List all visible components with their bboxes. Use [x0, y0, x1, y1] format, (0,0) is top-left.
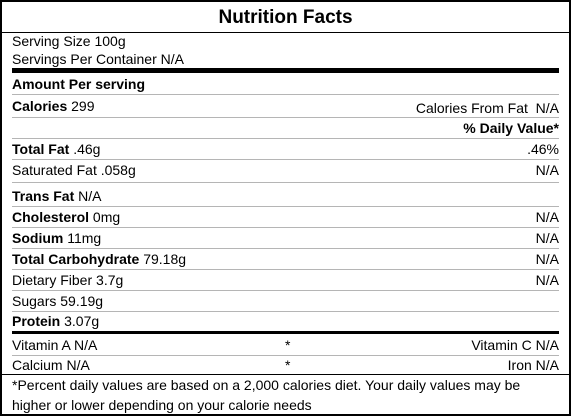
row-divider — [12, 117, 559, 118]
nutrient-amount: 0mg — [92, 209, 121, 225]
nutrient-amount: 3.7g — [96, 272, 124, 288]
nutrient-amount: .058g — [100, 162, 136, 178]
row-divider — [12, 138, 559, 139]
nutrient-row: Cholesterol 0mg N/A — [12, 208, 559, 226]
nutrient-dv: N/A — [535, 272, 559, 288]
thick-divider — [12, 68, 559, 73]
calories-from-fat: Calories From Fat N/A — [416, 99, 559, 117]
row-divider — [12, 269, 559, 270]
nutrient-row: Sodium 11mg N/A — [12, 229, 559, 247]
nutrient-amount: 79.18g — [143, 251, 187, 267]
vitamin-row: Calcium N/A * Iron N/A — [12, 356, 559, 374]
nutrient-amount: 59.19g — [60, 293, 104, 309]
vitamin-right: Vitamin C N/A — [471, 337, 559, 353]
nutrient-name: Total Carbohydrate — [12, 251, 144, 267]
row-divider — [12, 182, 559, 183]
row-divider — [12, 94, 559, 95]
serving-size: Serving Size 100g — [12, 33, 126, 49]
nutrient-row: Dietary Fiber 3.7g N/A — [12, 271, 559, 289]
row-divider — [12, 248, 559, 249]
vitamin-left: Calcium N/A — [12, 357, 90, 373]
nutrient-name: Dietary Fiber — [12, 272, 97, 288]
footnote-divider — [2, 374, 569, 375]
row-divider — [12, 355, 559, 356]
nutrient-amount: 3.07g — [64, 313, 100, 329]
nutrient-amount: 11mg — [67, 230, 102, 246]
nutrient-name: Total Fat — [12, 141, 74, 157]
nutrient-dv: .46% — [527, 141, 559, 157]
nutrient-dv: N/A — [535, 209, 559, 225]
vitamin-separator: * — [285, 357, 291, 373]
nutrient-name: Saturated Fat — [12, 162, 101, 178]
nutrient-dv: N/A — [535, 230, 559, 246]
nutrient-amount: N/A — [78, 188, 102, 204]
nutrient-row: Trans Fat N/A — [12, 187, 559, 205]
nutrient-row: Total Fat .46g .46% — [12, 140, 559, 158]
nutrient-row: Total Carbohydrate 79.18g N/A — [12, 250, 559, 268]
nutrient-name: Sodium — [12, 230, 68, 246]
servings-per-container: Servings Per Container N/A — [12, 51, 184, 67]
row-divider — [12, 159, 559, 160]
title-divider — [2, 32, 569, 33]
thick-divider — [12, 331, 559, 334]
nutrient-row: Sugars 59.19g — [12, 292, 559, 310]
calories-from-fat-label: Calories From Fat — [415, 100, 528, 116]
calories-label: Calories — [12, 98, 72, 114]
row-divider — [12, 206, 559, 207]
nutrient-name: Trans Fat — [12, 188, 79, 204]
daily-value-header: % Daily Value* — [463, 120, 559, 136]
nutrient-name: Cholesterol — [12, 209, 93, 225]
vitamin-separator: * — [285, 337, 291, 353]
nutrient-dv: N/A — [535, 162, 559, 178]
vitamin-row: Vitamin A N/A * Vitamin C N/A — [12, 336, 559, 354]
nutrient-name: Protein — [12, 313, 65, 329]
footnote: *Percent daily values are based on a 2,0… — [12, 377, 521, 413]
calories-row: Calories 299 Calories From Fat N/A — [12, 97, 559, 117]
calories-from-fat-value: N/A — [535, 100, 559, 116]
nutrient-dv: N/A — [535, 251, 559, 267]
row-divider — [12, 311, 559, 312]
vitamin-left: Vitamin A N/A — [12, 337, 98, 353]
nutrient-name: Sugars — [12, 293, 61, 309]
row-divider — [12, 227, 559, 228]
vitamin-right: Iron N/A — [507, 357, 559, 373]
label-title: Nutrition Facts — [218, 7, 353, 28]
nutrient-row: Saturated Fat .058g N/A — [12, 161, 559, 179]
nutrient-row: Protein 3.07g — [12, 312, 559, 330]
row-divider — [12, 290, 559, 291]
amount-per-serving: Amount Per serving — [12, 76, 146, 92]
calories-value: 299 — [71, 98, 95, 114]
nutrient-amount: .46g — [73, 141, 101, 157]
